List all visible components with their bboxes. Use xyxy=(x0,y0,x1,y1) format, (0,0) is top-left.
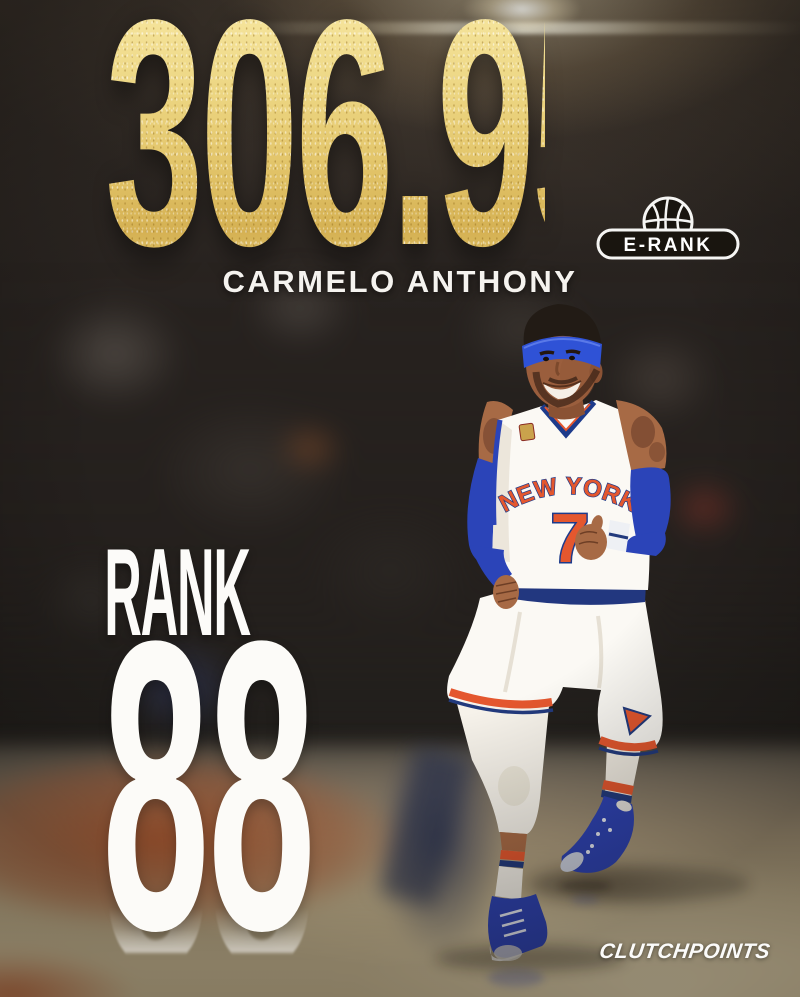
badge-label: E-RANK xyxy=(624,235,713,256)
erank-score: 306.95 xyxy=(105,0,545,295)
player-shorts xyxy=(447,594,663,757)
clutchpoints-watermark: CLUTCHPOINTS xyxy=(597,940,772,963)
player-left-arm xyxy=(575,400,671,560)
player-trailing-leg xyxy=(560,742,641,873)
rank-value: 88 xyxy=(20,580,396,992)
player-name: CARMELO ANTHONY xyxy=(222,264,578,299)
rank-value-reflection: 88 xyxy=(20,723,396,997)
erank-badge: E-RANK xyxy=(596,196,740,260)
rank-label: RANK xyxy=(104,524,251,662)
jersey-patch xyxy=(518,422,536,442)
player-jersey: NEW YORK 7 xyxy=(491,400,650,590)
badge-plate xyxy=(596,228,740,260)
player-planted-leg xyxy=(456,700,549,962)
player-shadow xyxy=(435,866,750,987)
player-head xyxy=(522,304,603,420)
player-right-hand xyxy=(470,545,519,609)
